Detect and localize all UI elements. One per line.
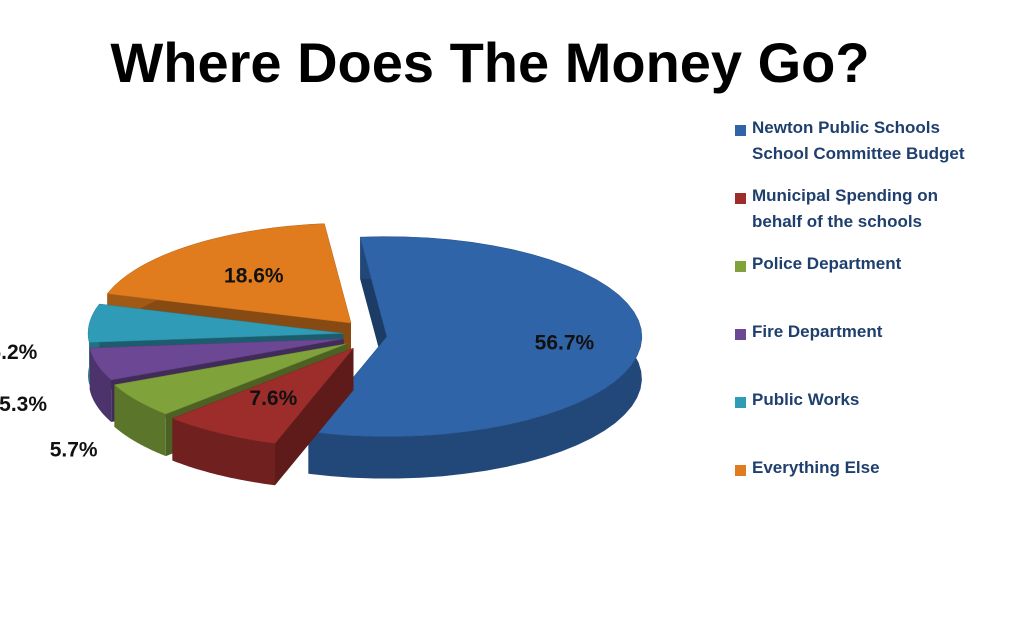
legend-label: Fire Department (752, 322, 883, 341)
legend-label: Municipal Spending on behalf of the scho… (752, 186, 939, 231)
legend-swatch (735, 397, 746, 408)
slice-side (172, 418, 275, 486)
slice (89, 338, 344, 381)
legend-item: Fire Department (735, 322, 995, 392)
slice (87, 303, 344, 343)
legend-item: Everything Else (735, 458, 995, 528)
chart: 56.7% 7.6% 5.7%5.3% 6.2% 18.6% (0, 223, 643, 486)
legend-label: Everything Else (752, 458, 880, 477)
slice (106, 223, 352, 324)
data-label: 6.2% (0, 341, 38, 364)
slice (113, 343, 347, 415)
legend-label: Police Department (752, 254, 902, 273)
legend-label: Public Works (752, 390, 860, 409)
slice (171, 347, 355, 444)
legend-item: Newton Public Schools School Committee B… (735, 118, 995, 188)
legend-label: Newton Public Schools School Committee B… (752, 118, 965, 163)
legend-item: Municipal Spending on behalf of the scho… (735, 186, 995, 256)
slice (307, 236, 643, 437)
chart-title: Where Does The Money Go? (110, 31, 870, 94)
legend: Newton Public Schools School Committee B… (735, 118, 995, 528)
legend-swatch (735, 125, 746, 136)
legend-item: Public Works (735, 390, 995, 460)
data-label: 5.7% (50, 439, 98, 462)
data-label: 56.7% (535, 331, 595, 354)
data-label: 7.6% (249, 387, 297, 410)
slice-side (114, 384, 166, 457)
legend-swatch (735, 261, 746, 272)
legend-swatch (735, 193, 746, 204)
slice-side (89, 348, 112, 422)
legend-item: Police Department (735, 254, 995, 324)
data-label: 18.6% (224, 264, 284, 287)
data-label: 5.3% (0, 393, 47, 416)
legend-swatch (735, 465, 746, 476)
legend-swatch (735, 329, 746, 340)
